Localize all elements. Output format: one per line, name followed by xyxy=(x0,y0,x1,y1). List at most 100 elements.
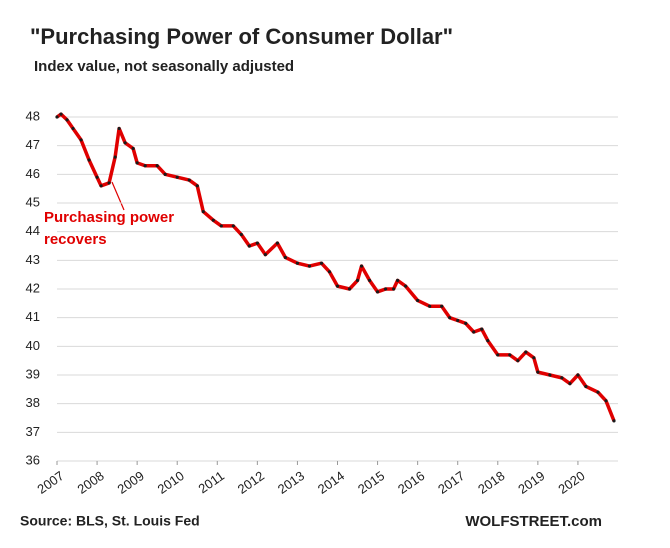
point xyxy=(201,210,205,214)
point xyxy=(396,278,400,282)
point xyxy=(211,218,215,222)
y-tick-label: 46 xyxy=(26,166,40,181)
x-tick-label: 2015 xyxy=(355,468,387,497)
point xyxy=(404,284,408,288)
credit: WOLFSTREET.com xyxy=(465,513,602,530)
y-tick-label: 48 xyxy=(26,108,40,123)
y-tick-label: 39 xyxy=(26,366,40,381)
point xyxy=(355,278,360,282)
point xyxy=(319,261,324,265)
point xyxy=(375,290,380,294)
point xyxy=(612,419,616,423)
point xyxy=(604,399,608,403)
point xyxy=(239,232,243,237)
point xyxy=(113,155,117,159)
point xyxy=(383,287,388,291)
point xyxy=(584,384,588,389)
point xyxy=(532,356,536,360)
point xyxy=(263,253,267,257)
point xyxy=(143,164,147,168)
point xyxy=(71,126,75,131)
point xyxy=(347,287,352,291)
point xyxy=(440,304,444,308)
point xyxy=(65,118,69,122)
point xyxy=(486,339,490,343)
point xyxy=(464,321,468,325)
point xyxy=(536,370,540,374)
point xyxy=(123,141,127,145)
point xyxy=(95,175,99,179)
x-tick-label: 2017 xyxy=(435,468,467,497)
x-tick-label: 2009 xyxy=(115,468,147,497)
y-tick-label: 40 xyxy=(26,338,40,353)
point xyxy=(187,178,191,182)
point xyxy=(359,264,364,268)
point xyxy=(596,390,600,394)
y-tick-label: 47 xyxy=(26,137,40,152)
point xyxy=(448,316,452,320)
point xyxy=(135,161,139,165)
point xyxy=(107,181,111,185)
y-tick-label: 36 xyxy=(26,452,40,467)
x-tick-label: 2014 xyxy=(315,468,347,497)
point xyxy=(392,287,396,291)
point xyxy=(335,284,340,288)
point xyxy=(55,115,59,119)
point xyxy=(219,224,223,228)
point xyxy=(496,353,500,357)
point xyxy=(456,318,460,323)
x-tick-label: 2012 xyxy=(235,468,267,497)
point xyxy=(480,327,484,331)
x-tick-label: 2007 xyxy=(34,468,66,497)
point xyxy=(99,184,103,188)
point xyxy=(283,255,288,260)
x-tick-label: 2011 xyxy=(195,468,227,496)
point xyxy=(548,373,552,377)
point xyxy=(508,353,512,357)
point xyxy=(295,261,300,265)
y-tick-label: 45 xyxy=(26,194,40,209)
chart-title: "Purchasing Power of Consumer Dollar" xyxy=(30,24,453,49)
point xyxy=(79,138,83,142)
point xyxy=(524,350,528,354)
annotation-arrow xyxy=(111,181,125,211)
point xyxy=(117,126,121,131)
point xyxy=(516,359,520,363)
point xyxy=(131,146,135,151)
point xyxy=(195,184,199,188)
point xyxy=(247,244,251,248)
chart-subtitle: Index value, not seasonally adjusted xyxy=(34,58,294,75)
annotation: recovers xyxy=(44,231,107,248)
point xyxy=(416,298,420,303)
point xyxy=(87,158,91,162)
source: Source: BLS, St. Louis Fed xyxy=(20,513,200,529)
point xyxy=(367,278,372,282)
x-tick-label: 2018 xyxy=(475,468,507,497)
point xyxy=(576,373,580,377)
y-tick-label: 44 xyxy=(26,223,40,238)
point xyxy=(428,304,432,308)
point xyxy=(568,382,572,386)
x-tick-label: 2008 xyxy=(74,468,106,497)
point xyxy=(163,172,167,176)
point xyxy=(175,175,179,179)
y-tick-label: 41 xyxy=(26,309,40,324)
point xyxy=(155,164,159,168)
point xyxy=(327,270,332,274)
point xyxy=(307,264,312,268)
x-tick-label: 2019 xyxy=(515,468,547,497)
point xyxy=(472,330,476,334)
y-tick-label: 43 xyxy=(26,252,40,267)
x-tick-label: 2010 xyxy=(155,468,187,497)
annotation: Purchasing power xyxy=(44,209,174,226)
x-tick-label: 2016 xyxy=(395,468,427,497)
y-tick-label: 37 xyxy=(26,424,40,439)
point xyxy=(275,241,279,245)
point xyxy=(255,241,259,245)
y-tick-label: 42 xyxy=(26,280,40,295)
y-tick-label: 38 xyxy=(26,395,40,410)
point xyxy=(560,376,564,380)
x-tick-label: 2013 xyxy=(275,468,307,497)
point xyxy=(231,224,235,228)
